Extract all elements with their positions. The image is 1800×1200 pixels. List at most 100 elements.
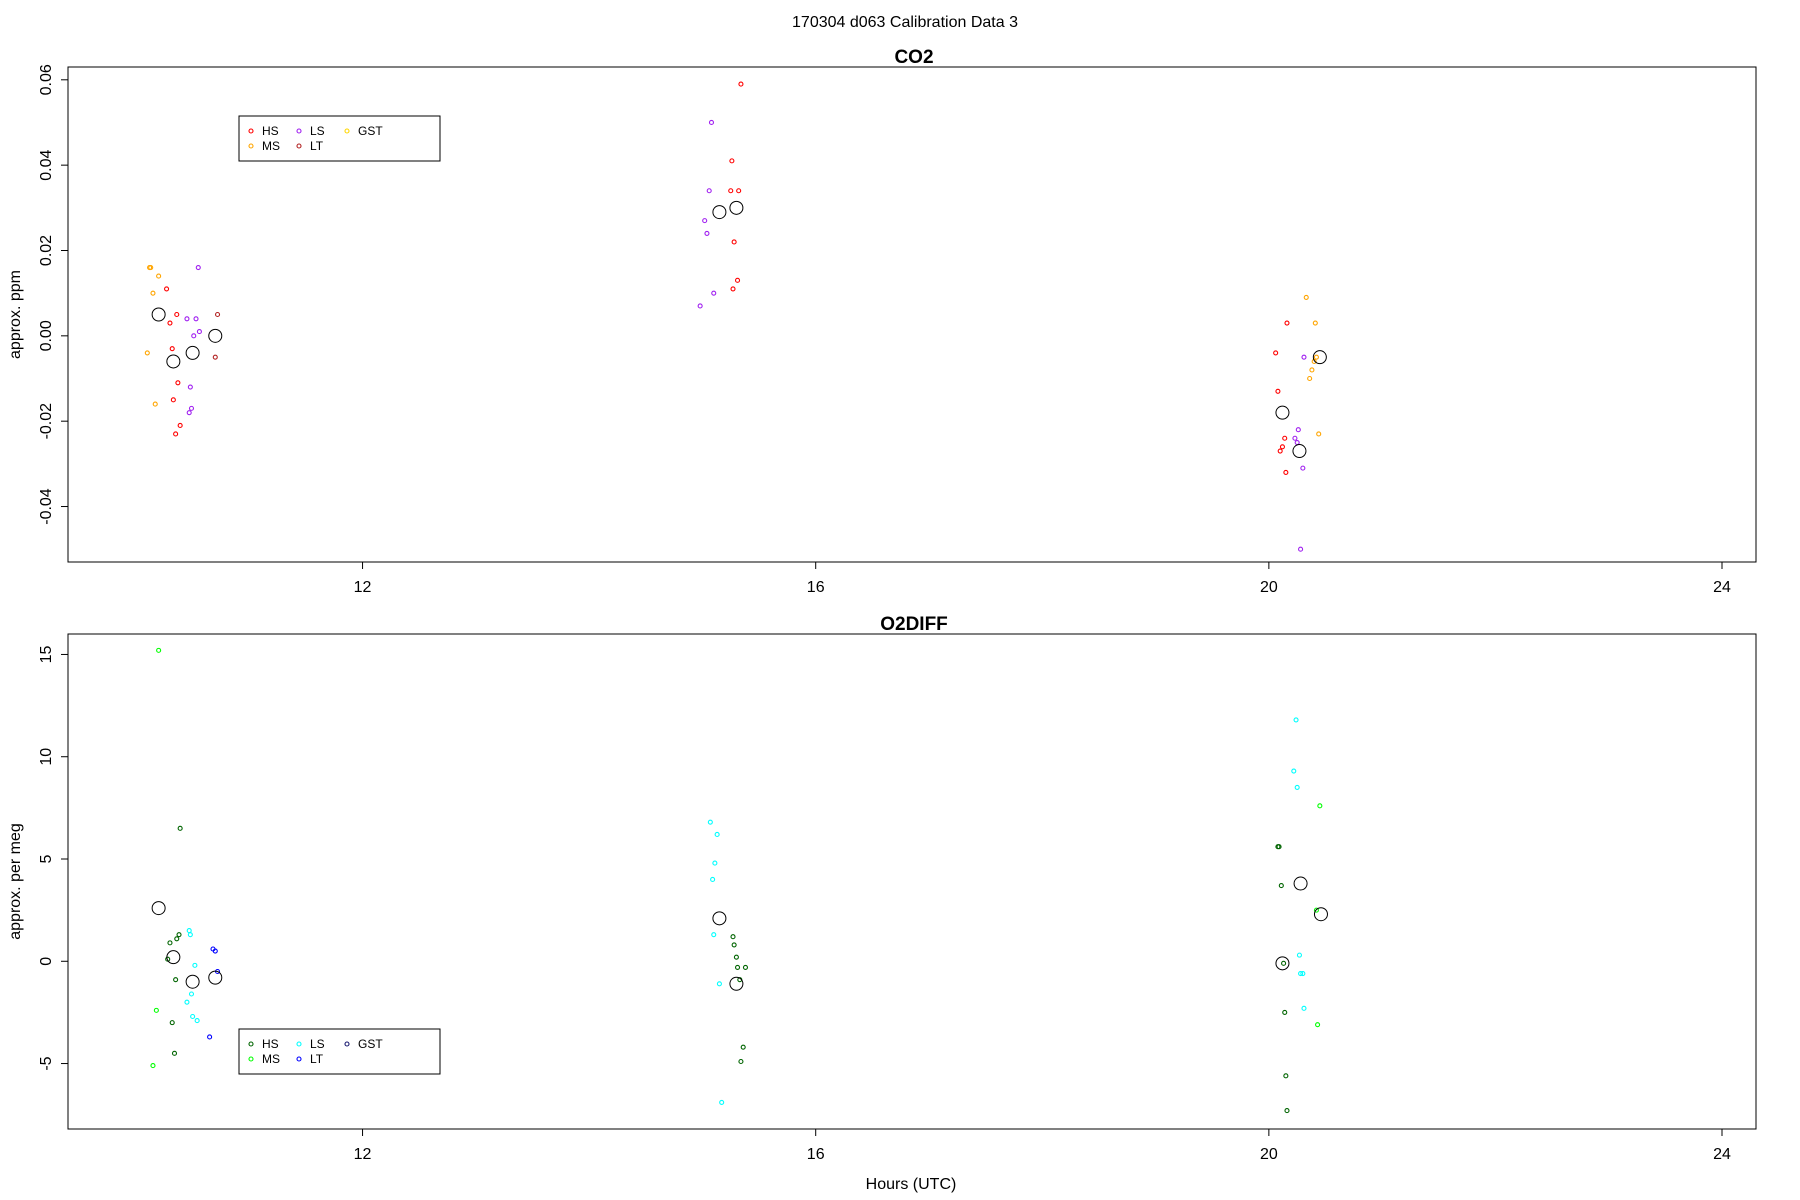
chart-2-y-tick-label: -5 bbox=[38, 1056, 55, 1070]
chart-1-point-ms bbox=[1309, 367, 1315, 373]
chart-1-mean-point bbox=[151, 307, 166, 322]
chart-2-point-hs bbox=[730, 934, 736, 940]
chart-1-mean-point bbox=[712, 205, 727, 220]
chart-1-point-hs bbox=[730, 286, 736, 292]
chart-1-legend-marker bbox=[248, 143, 254, 149]
chart-1-point-hs bbox=[1275, 388, 1281, 394]
chart-1-legend-label: GST bbox=[358, 124, 383, 138]
figure-main-title: 170304 d063 Calibration Data 3 bbox=[792, 14, 1018, 31]
chart-1-point-hs bbox=[736, 188, 742, 194]
chart-2-mean-point bbox=[1313, 907, 1328, 922]
chart-2-series-mean bbox=[151, 876, 1328, 991]
chart-2-point-hs bbox=[1283, 1073, 1289, 1079]
chart-1-point-ms bbox=[1307, 375, 1313, 382]
chart-1-point-hs bbox=[731, 239, 737, 245]
chart-1-point-hs bbox=[1277, 448, 1283, 454]
chart-1-title: CO2 bbox=[894, 47, 933, 68]
chart-1-point-ms bbox=[144, 350, 150, 356]
chart-1-legend-marker bbox=[344, 128, 350, 134]
chart-1-series-ms bbox=[144, 265, 1322, 437]
chart-2-point-ms bbox=[156, 647, 162, 653]
chart-2-point-ls bbox=[184, 999, 190, 1005]
chart-2-title: O2DIFF bbox=[880, 614, 948, 635]
chart-1-point-hs bbox=[169, 346, 175, 352]
chart-2-point-hs bbox=[733, 954, 739, 960]
chart-2-point-hs bbox=[167, 940, 173, 946]
chart-2-point-ls bbox=[187, 932, 193, 938]
chart-1-point-lt bbox=[212, 354, 218, 360]
chart-1-mean-point bbox=[185, 345, 200, 360]
chart-1-series-ls bbox=[184, 119, 1307, 552]
chart-1-point-ms bbox=[156, 273, 162, 279]
chart-2-point-ls bbox=[1298, 970, 1304, 977]
chart-2-point-hs bbox=[169, 1020, 175, 1026]
chart-1-mean-point bbox=[1292, 444, 1307, 459]
chart-1-point-hs bbox=[1283, 469, 1289, 475]
chart-2-point-lt bbox=[212, 948, 218, 954]
chart-1-point-hs bbox=[167, 320, 173, 326]
chart-2-point-hs bbox=[738, 1058, 744, 1065]
chart-1-point-ls bbox=[1298, 546, 1304, 552]
chart-1-point-hs bbox=[729, 158, 735, 164]
chart-2-point-hs bbox=[177, 825, 183, 831]
chart-2-point-hs bbox=[1281, 960, 1287, 966]
chart-2-point-hs bbox=[1284, 1108, 1290, 1114]
chart-2-y-tick-label: 0 bbox=[38, 957, 55, 966]
chart-1-point-ls bbox=[711, 290, 717, 296]
chart-1-point-ls bbox=[188, 405, 195, 411]
chart-1-point-ms bbox=[1316, 431, 1322, 437]
chart-2-mean-point bbox=[151, 901, 166, 916]
chart-1-point-hs bbox=[177, 422, 183, 428]
chart-1-x-tick-label: 12 bbox=[354, 579, 372, 596]
chart-2-legend-label: LT bbox=[310, 1052, 324, 1066]
chart-2-point-hs bbox=[174, 936, 180, 942]
chart-1-series-lt bbox=[212, 311, 221, 360]
chart-2-series-ls bbox=[184, 717, 1307, 1105]
chart-2-mean-point bbox=[1293, 876, 1308, 891]
chart-1-point-ls bbox=[706, 188, 712, 194]
chart-1-point-ls bbox=[1292, 435, 1298, 441]
chart-2-mean-point bbox=[166, 950, 181, 965]
chart-2-point-ms bbox=[1317, 803, 1323, 809]
chart-2-point-ls bbox=[1291, 768, 1297, 774]
chart-1-series-mean bbox=[151, 200, 1327, 459]
chart-1-point-hs bbox=[734, 277, 741, 283]
chart-1-point-hs bbox=[1282, 435, 1288, 441]
chart-1-point-ms bbox=[150, 290, 156, 296]
chart-1-point-ls bbox=[708, 119, 715, 126]
chart-1-series-hs bbox=[164, 81, 1290, 475]
chart-2-point-ls bbox=[188, 991, 195, 997]
chart-2-y-tick-label: 5 bbox=[38, 854, 55, 863]
chart-2-point-hs bbox=[171, 1050, 178, 1056]
chart-1-legend-label: LS bbox=[310, 124, 325, 138]
chart-1-plot-frame bbox=[67, 66, 1757, 563]
chart-2-point-hs bbox=[173, 977, 179, 983]
chart-1-point-lt bbox=[214, 311, 221, 318]
chart-2-point-ls bbox=[1296, 952, 1302, 958]
chart-1-y-tick-label: -0.02 bbox=[38, 403, 55, 440]
chart-2-x-tick-label: 12 bbox=[354, 1146, 372, 1163]
chart-2-mean-point bbox=[729, 976, 744, 991]
chart-1-legend-label: MS bbox=[262, 139, 280, 153]
chart-2-legend-label: MS bbox=[262, 1052, 280, 1066]
chart-2-point-ls bbox=[711, 932, 717, 938]
chart-1-point-ls bbox=[704, 230, 710, 236]
chart-2-point-ls bbox=[714, 831, 720, 838]
chart-1-point-ls bbox=[1301, 354, 1307, 360]
chart-1-x-tick-label: 20 bbox=[1260, 579, 1278, 596]
chart-2-point-ls bbox=[186, 928, 192, 934]
chart-2-point-hs bbox=[731, 942, 737, 948]
chart-1-point-ms bbox=[1303, 294, 1309, 300]
chart-1-point-ls bbox=[191, 333, 197, 339]
chart-2-point-hs bbox=[176, 932, 182, 938]
chart-2-point-ls bbox=[710, 876, 716, 883]
chart-2-point-ls bbox=[1294, 784, 1300, 790]
chart-1-legend-marker bbox=[296, 128, 302, 134]
chart-2-legend-marker bbox=[344, 1041, 350, 1047]
chart-2-x-axis-label: Hours (UTC) bbox=[866, 1176, 957, 1193]
chart-2-legend-marker bbox=[296, 1041, 302, 1047]
chart-2-mean-point bbox=[185, 974, 200, 989]
chart-1-point-hs bbox=[170, 397, 176, 403]
